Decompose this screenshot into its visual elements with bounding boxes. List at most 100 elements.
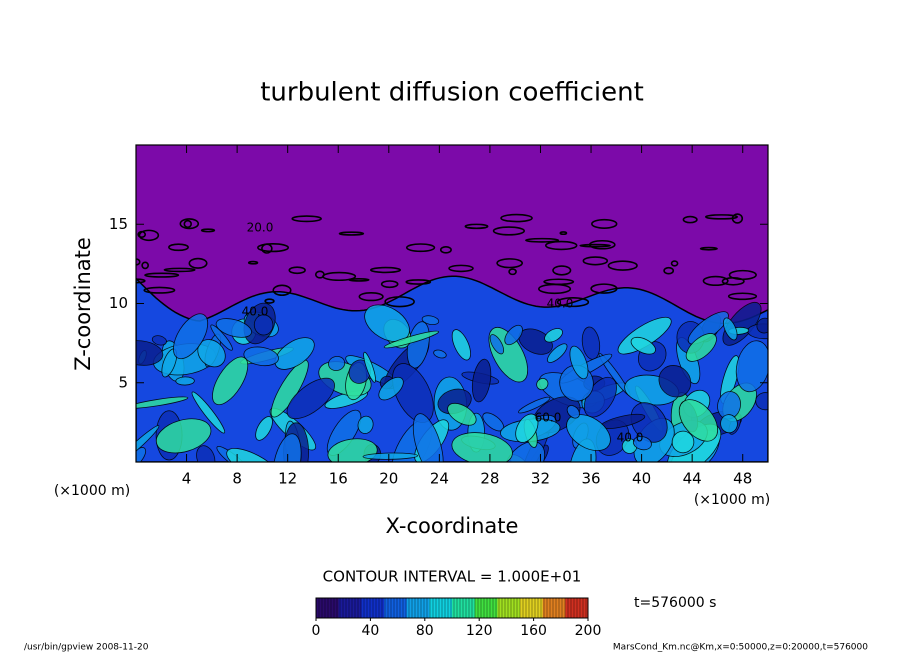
eddy [447,402,477,426]
eddy [489,334,505,355]
eddy [136,425,160,462]
upper-contour [492,226,526,236]
upper-contour [464,223,489,230]
x-tick-label: 16 [329,470,348,488]
eddy [544,328,563,343]
upper-contour [721,277,745,286]
colorbar-tick-label: 120 [466,623,493,639]
eddy [630,336,656,355]
eddy [274,337,315,370]
colorbar-tick-label: 160 [520,623,547,639]
upper-contour [163,267,196,273]
eddy [215,318,253,338]
upper-contour [143,286,176,294]
colorbar-tick-label: 200 [575,623,602,639]
contour-interval: CONTOUR INTERVAL = 1.000E+01 [323,568,582,586]
eddy [566,414,611,451]
upper-contour [552,265,572,276]
upper-contour [663,266,675,275]
upper-contour [582,256,609,266]
x-tick-label: 20 [379,470,398,488]
contour-label: 40.0 [242,305,269,319]
field: 20.0 40.0 40.0 60.0 40.0 [136,145,768,462]
upper-contour [358,291,384,302]
eddy [515,413,539,443]
upper-contour [591,218,618,229]
upper-contour [590,283,618,294]
colorbar-tick-label: 0 [312,623,321,639]
upper-contour [500,213,533,223]
x-axis-label: X-coordinate [386,514,519,538]
upper-contour [291,215,322,223]
eddy [136,447,147,462]
eddy [378,376,404,401]
x-tick-label: 24 [430,470,449,488]
upper-contour [544,240,578,251]
x-tick-label: 32 [531,470,550,488]
eddy [328,355,346,371]
eddy [678,399,718,442]
upper-contour [727,292,758,301]
upper-contour [508,268,517,276]
x-unit: (×1000 m) [694,492,770,508]
eddy [658,365,692,398]
upper-contour [537,283,572,295]
x-tick-label: 44 [683,470,702,488]
upper-contour [588,239,616,250]
upper-contour [670,260,679,267]
eddy [155,418,212,454]
eddy [630,402,668,443]
contour-label: 40.0 [617,431,644,445]
upper-contour [704,214,739,220]
colorbar-tick-label: 80 [416,623,434,639]
upper-contour [405,243,436,253]
eddy [723,317,738,341]
y-tick-label: 15 [109,215,128,233]
x-tick-label: 36 [581,470,600,488]
y-axis-label: Z-coordinate [71,237,95,371]
upper-contour [179,218,200,230]
colorbar-segment [338,598,362,618]
upper-contour [559,231,568,236]
eddy [136,340,164,366]
y-tick-label: 5 [118,373,128,391]
eddy [755,392,768,411]
upper-contour [322,271,357,282]
x-tick-label: 4 [182,470,192,488]
colorbar-segment [542,598,566,618]
upper-contour [138,229,160,242]
eddy [173,313,209,360]
eddy [536,377,549,391]
eddy [421,315,440,326]
eddy [286,377,335,420]
eddy [255,416,273,441]
upper-contour [257,243,290,253]
eddy [364,304,410,342]
upper-contour [682,215,698,224]
x-tick-label: 8 [232,470,242,488]
upper-contour [405,279,432,285]
upper-contour [272,284,292,297]
eddy [433,349,447,359]
colorbar-segment [316,598,340,618]
eddy [546,343,568,363]
upper-contour [338,231,365,236]
eddy [471,358,492,403]
eddy [685,333,717,362]
eddy [412,413,444,462]
eddy [363,351,376,383]
eddy [632,436,652,451]
colorbar-segment [384,598,408,618]
eddy [566,405,580,419]
eddy [196,445,216,462]
upper-contour [448,264,474,273]
eddy [671,430,695,454]
upper-contour [579,243,611,248]
upper-contour [731,213,744,224]
upper-contour [183,219,192,229]
eddy [136,396,189,409]
upper-contour [288,266,306,275]
eddy [362,452,419,460]
upper-contour [200,228,216,233]
